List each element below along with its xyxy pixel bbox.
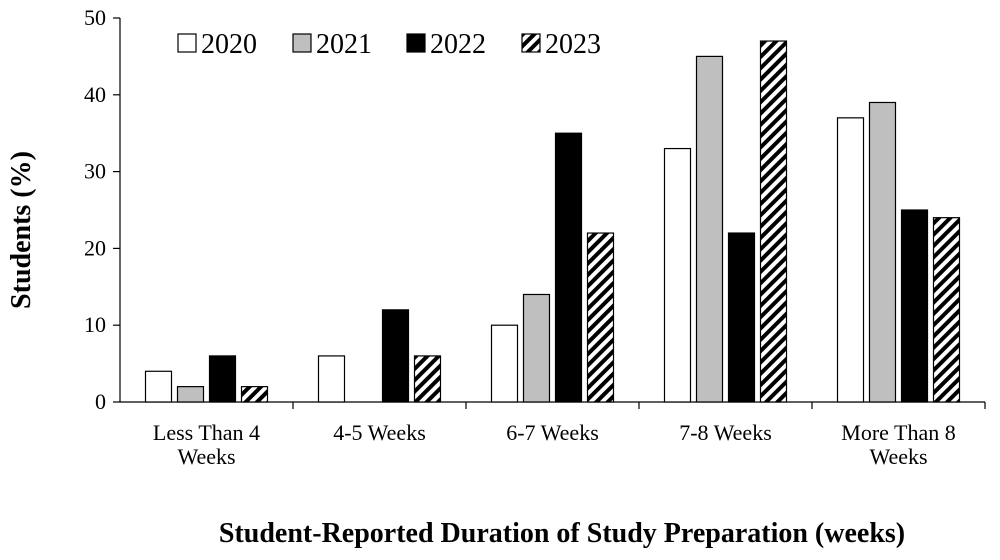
legend-swatch-2021: [292, 33, 312, 53]
legend-label: 2020: [201, 29, 257, 60]
y-tick-label: 30: [84, 159, 106, 184]
x-category-label-line: More Than 8: [841, 420, 955, 445]
legend-label: 2022: [430, 29, 486, 60]
bar-2023-2: [586, 232, 615, 403]
bar-2023-0: [240, 386, 269, 403]
legend-label: 2021: [316, 29, 372, 60]
bar-2022-0: [208, 355, 237, 403]
legend-swatch-2020: [177, 33, 197, 53]
legend-swatch-2022: [406, 33, 426, 53]
legend-swatch-2023: [521, 33, 541, 53]
bar-2022-3: [727, 232, 756, 403]
x-category-label-line: 6-7 Weeks: [506, 420, 599, 445]
y-tick-label: 40: [84, 82, 106, 107]
x-category-label-line: Weeks: [869, 444, 927, 469]
x-category-label: More Than 8 Weeks: [841, 420, 955, 469]
legend-label: 2023: [545, 29, 601, 60]
bar-2020-4: [836, 117, 865, 403]
y-tick-label: 50: [84, 5, 106, 30]
legend: 2020 2021 2022 2023: [177, 29, 601, 60]
x-category-label-line: 4-5 Weeks: [333, 420, 426, 445]
bar-2023-1: [413, 355, 442, 403]
x-category-label-line: Less Than 4: [153, 420, 260, 445]
bar-2023-3: [759, 40, 788, 403]
y-tick-label: 10: [84, 312, 106, 337]
bar-2020-3: [663, 147, 692, 403]
bar-2020-0: [144, 370, 173, 403]
bar-2020-1: [317, 355, 346, 403]
x-category-label: 6-7 Weeks: [506, 420, 599, 445]
x-category-label: 4-5 Weeks: [333, 420, 426, 445]
bar-2021-4: [868, 101, 897, 403]
y-tick-label: 20: [84, 235, 106, 260]
bar-2022-1: [381, 309, 410, 403]
x-category-label: Less Than 4 Weeks: [153, 420, 260, 469]
x-category-label-line: 7-8 Weeks: [679, 420, 772, 445]
bars: [144, 40, 961, 403]
bar-2021-3: [695, 55, 724, 403]
bar-2021-2: [522, 293, 551, 403]
x-category-label-line: Weeks: [177, 444, 235, 469]
bar-2020-2: [490, 324, 519, 403]
bar-2021-0: [176, 386, 205, 403]
y-tick-label: 0: [95, 389, 106, 414]
y-axis-title: Students (%): [6, 151, 37, 309]
x-axis-title: Student-Reported Duration of Study Prepa…: [219, 518, 905, 549]
bar-2022-4: [900, 209, 929, 403]
bar-2022-2: [554, 132, 583, 403]
bar-2023-4: [932, 217, 961, 403]
x-category-label: 7-8 Weeks: [679, 420, 772, 445]
